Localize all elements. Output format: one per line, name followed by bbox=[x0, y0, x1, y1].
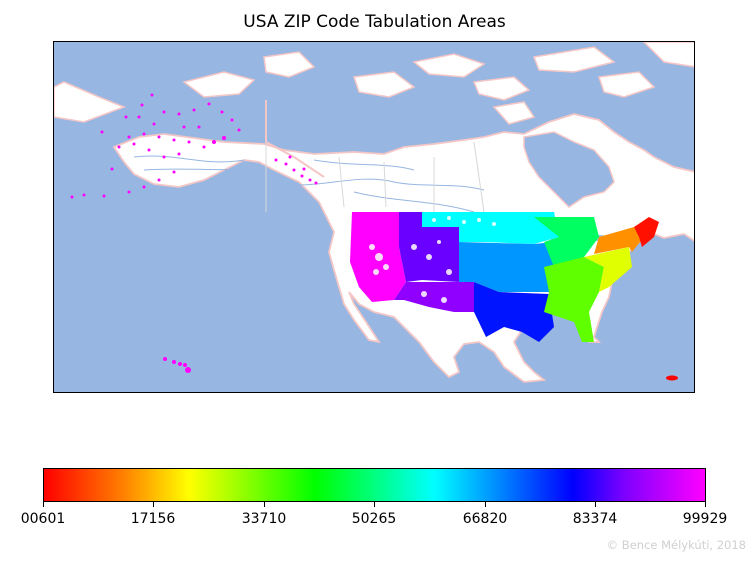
colorbar-tick-5 bbox=[595, 502, 596, 507]
colorbar-tick-4 bbox=[485, 502, 486, 507]
colorbar-tick-label: 83374 bbox=[572, 511, 618, 527]
colorbar bbox=[43, 468, 706, 502]
colorbar-tick-label: 66820 bbox=[462, 511, 508, 527]
colorbar-tick-2 bbox=[264, 502, 265, 507]
colorbar-tick-6 bbox=[705, 502, 706, 507]
water-hudson-bay bbox=[523, 131, 615, 208]
colorbar-tick-3 bbox=[374, 502, 375, 507]
colorbar-tick-label: 00601 bbox=[20, 511, 66, 527]
map-canvas bbox=[54, 42, 694, 383]
zip-points-hawaii bbox=[163, 357, 191, 373]
copyright-credit: © Bence Mélykúti, 2018 bbox=[606, 538, 746, 552]
zip-regions-contiguous-us bbox=[350, 212, 659, 342]
colorbar-tick-1 bbox=[153, 502, 154, 507]
colorbar-tick-label: 50265 bbox=[351, 511, 397, 527]
land-arctic-islands bbox=[54, 42, 694, 125]
zip-points-puerto-rico bbox=[666, 375, 678, 381]
sparse-zip-speckle bbox=[369, 216, 496, 303]
colorbar-tick-0 bbox=[43, 502, 44, 507]
map-panel bbox=[53, 41, 695, 393]
colorbar-tick-label: 17156 bbox=[130, 511, 176, 527]
alaska-border bbox=[265, 100, 325, 178]
colorbar-tick-label: 33710 bbox=[241, 511, 287, 527]
colorbar-tick-label: 99929 bbox=[682, 511, 728, 527]
zip-points-alaska bbox=[70, 93, 318, 199]
chart-title: USA ZIP Code Tabulation Areas bbox=[243, 12, 506, 32]
province-borders bbox=[265, 141, 485, 213]
rivers bbox=[133, 155, 485, 213]
